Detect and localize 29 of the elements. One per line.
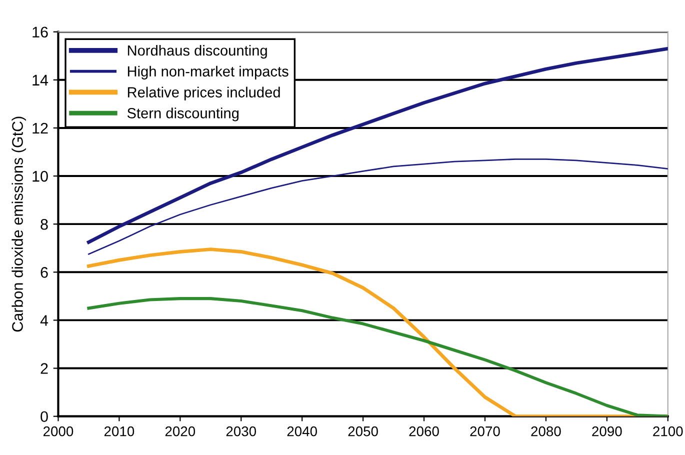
line-series — [88, 158, 668, 255]
line-series — [86, 248, 668, 416]
x-tick-label: 2100 — [653, 426, 683, 436]
x-tick-label: 2040 — [287, 426, 317, 436]
y-tick-label: 0 — [40, 411, 48, 422]
legend-label: High non-market impacts — [128, 66, 288, 80]
x-tick-label: 2060 — [409, 426, 439, 436]
y-tick-label: 12 — [32, 122, 48, 134]
line-series — [86, 46, 668, 244]
x-tick-label: 2050 — [348, 426, 378, 436]
x-tick-label: 2010 — [104, 426, 134, 436]
x-tick-label: 2000 — [43, 426, 74, 436]
y-tick-label: 14 — [32, 74, 48, 86]
x-tick-label: 2070 — [470, 426, 500, 436]
legend-label: Nordhaus discounting — [128, 44, 267, 59]
y-tick-label: 8 — [40, 218, 48, 230]
x-tick-label: 2030 — [226, 426, 256, 436]
y-tick-label: 16 — [32, 26, 48, 38]
x-tick-label: 2090 — [592, 426, 622, 436]
y-tick-label: 10 — [32, 170, 48, 182]
x-tick-label: 2020 — [165, 426, 196, 436]
line-series — [87, 297, 668, 416]
y-tick-label: 6 — [40, 267, 48, 278]
y-axis-title: Carbon dioxide emissions (GtC) — [12, 116, 26, 332]
y-tick-label: 2 — [40, 363, 48, 374]
legend-label: Stern discounting — [127, 108, 239, 122]
x-tick-label: 2080 — [531, 426, 561, 436]
legend-label: Relative prices included — [128, 86, 280, 100]
y-tick-label: 4 — [40, 315, 48, 326]
